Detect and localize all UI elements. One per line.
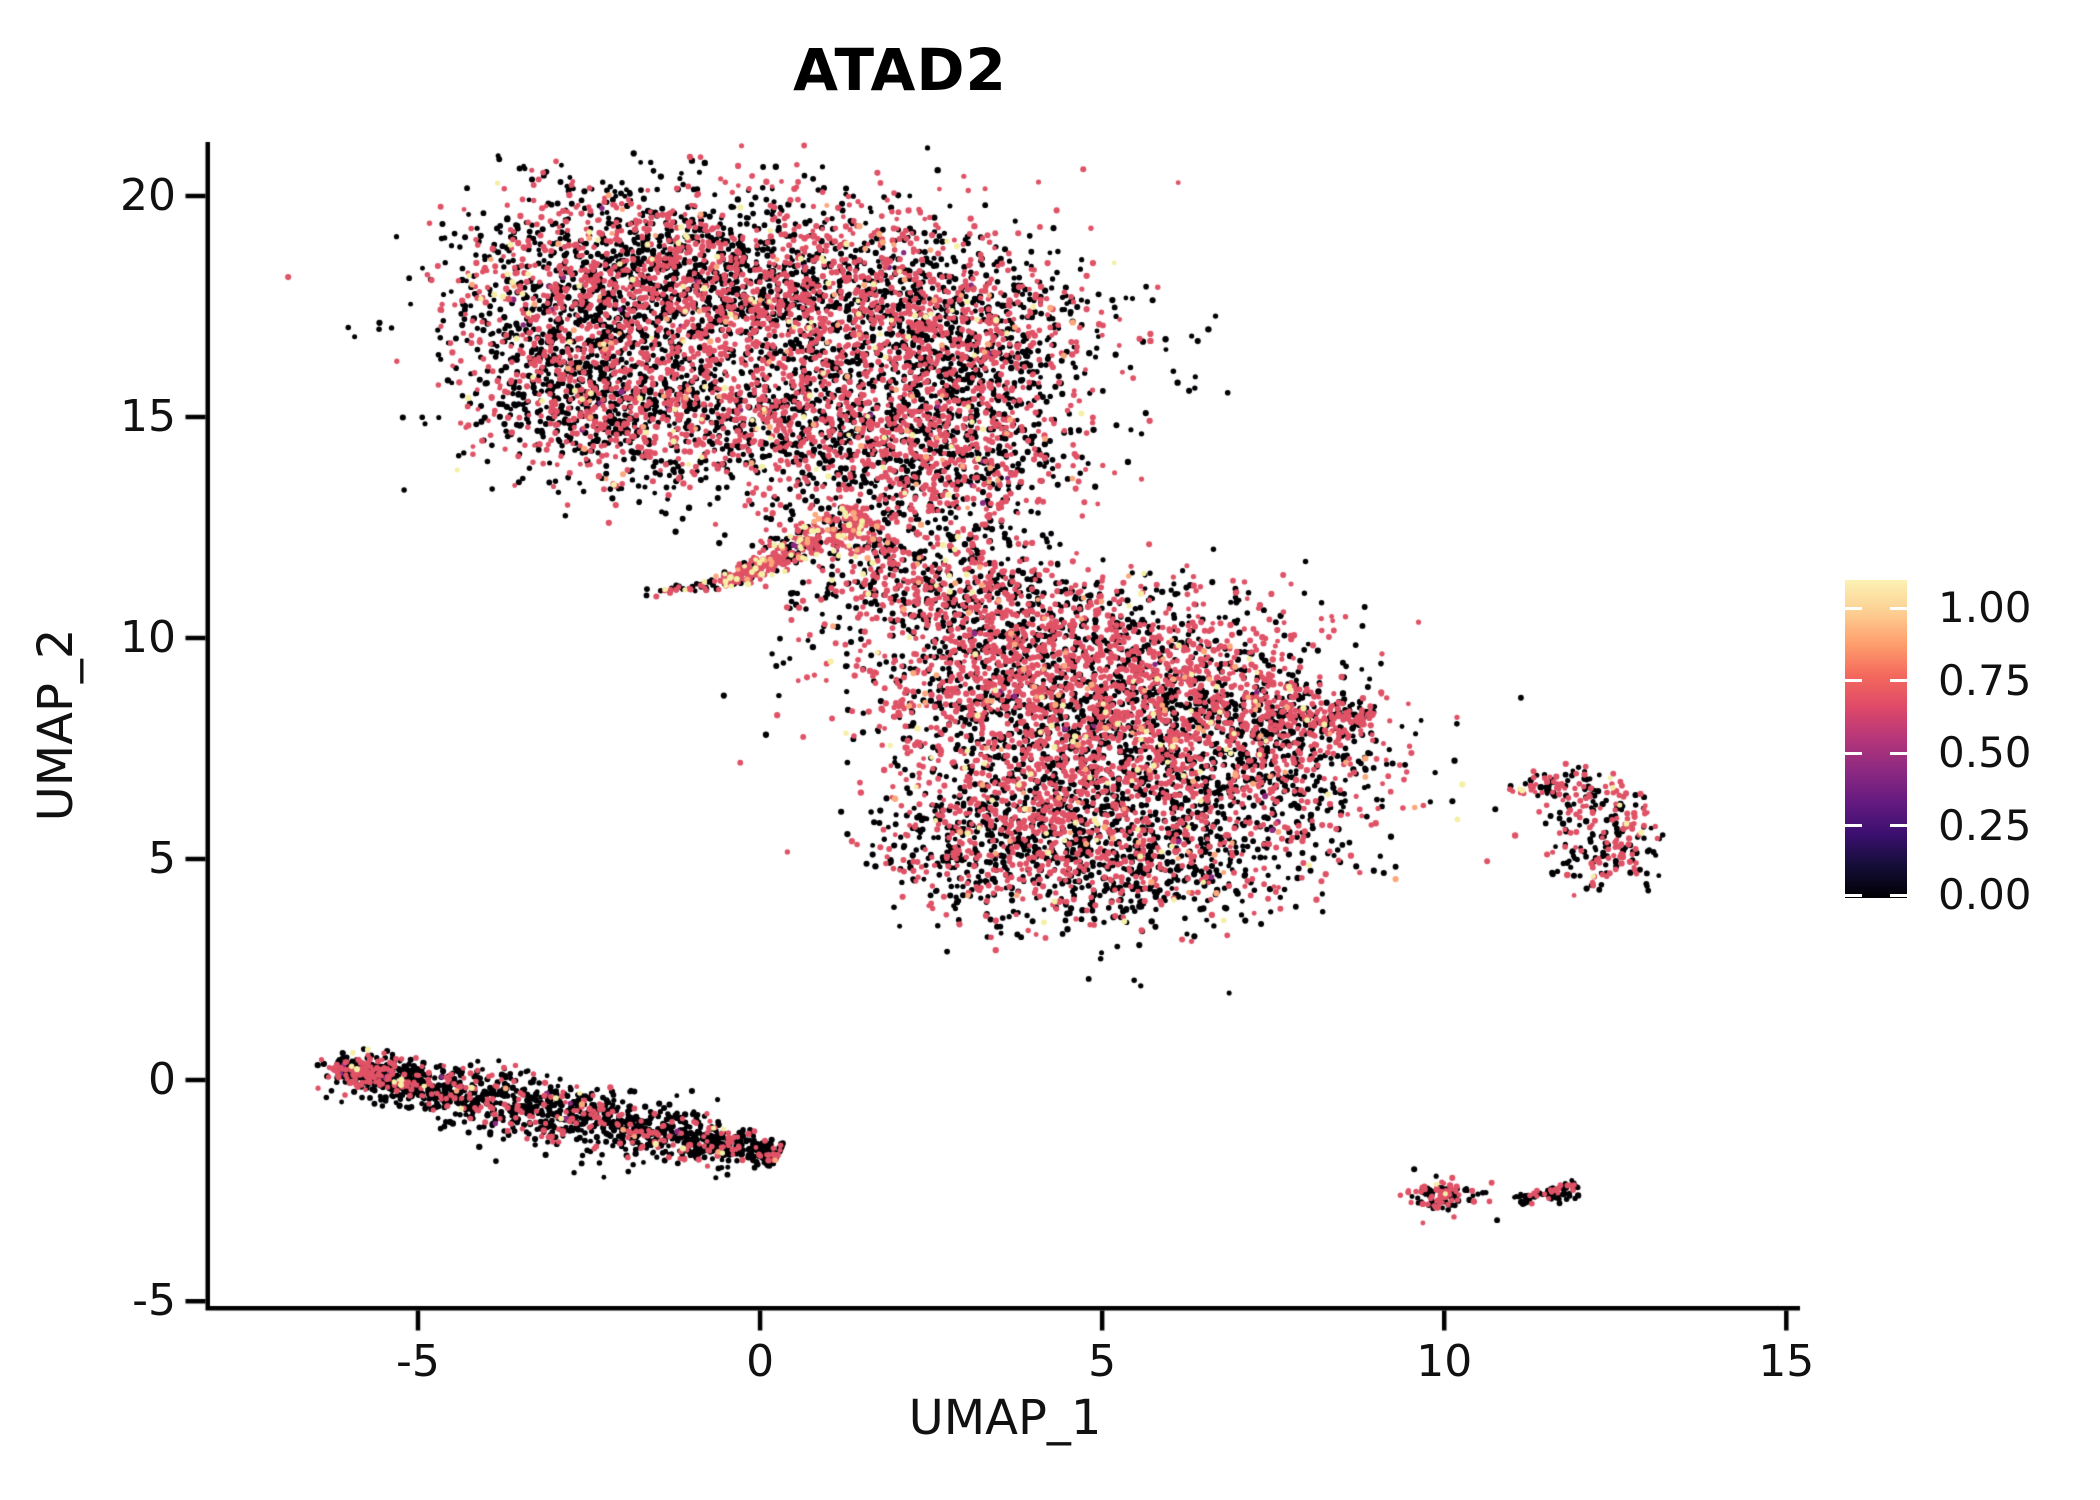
legend-tick-mark	[1845, 751, 1862, 755]
x-tick-label: 0	[746, 1336, 775, 1387]
legend-tick-label: 0.75	[1938, 655, 2032, 705]
legend-tick-mark	[1845, 893, 1862, 897]
x-tick-label: 15	[1758, 1336, 1815, 1387]
x-axis-label: UMAP_1	[908, 1390, 1102, 1446]
legend-tick-mark	[1890, 679, 1907, 683]
y-tick-label: 10	[120, 612, 176, 663]
legend-tick-mark	[1890, 606, 1907, 610]
x-tick-label: 5	[1088, 1336, 1117, 1387]
legend-tick-mark	[1890, 751, 1907, 755]
legend-tick-mark	[1890, 893, 1907, 897]
y-tick-label: 20	[120, 169, 176, 221]
legend-tick-mark	[1845, 824, 1862, 828]
y-tick-label: -5	[132, 1275, 176, 1327]
legend-tick-label: 0.25	[1938, 800, 2032, 850]
legend-tick-mark	[1845, 606, 1862, 610]
x-tick-label: -5	[396, 1336, 440, 1387]
y-tick-label: 5	[148, 833, 176, 885]
x-tick-label: 10	[1416, 1336, 1473, 1387]
y-tick-label: 0	[148, 1054, 176, 1106]
legend-tick-mark	[1845, 679, 1862, 683]
legend-tick-label: 0.50	[1938, 728, 2032, 778]
y-tick-label: 15	[120, 390, 176, 442]
legend-colorbar	[1845, 580, 1907, 898]
legend-tick-label: 0.00	[1938, 870, 2032, 919]
plot-title: ATAD2	[793, 36, 1007, 104]
y-axis-label: UMAP_2	[28, 628, 84, 822]
legend-tick-label: 1.00	[1938, 583, 2032, 633]
legend-tick-mark	[1890, 824, 1907, 828]
